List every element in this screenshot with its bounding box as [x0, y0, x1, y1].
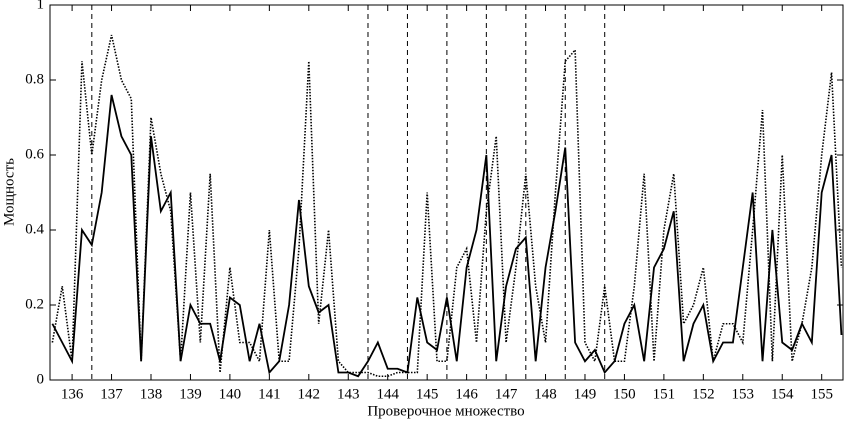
- y-tick-label: 0: [37, 371, 45, 387]
- x-tick-label: 140: [219, 386, 242, 402]
- x-tick-label: 155: [810, 386, 833, 402]
- y-tick-label: 0.8: [25, 71, 44, 87]
- x-tick-label: 136: [61, 386, 84, 402]
- x-axis-label: Проверочное множество: [367, 403, 524, 419]
- series-line: [51, 94, 843, 378]
- x-tick-label: 154: [771, 386, 794, 402]
- y-tick-label: 0.2: [25, 296, 44, 312]
- y-tick-label: 0.4: [25, 221, 44, 237]
- x-tick-label: 137: [100, 386, 123, 402]
- series-line: [51, 34, 843, 378]
- x-tick-label: 138: [140, 386, 163, 402]
- x-tick-label: 148: [534, 386, 557, 402]
- x-tick-label: 146: [455, 386, 478, 402]
- x-tick-label: 143: [337, 386, 360, 402]
- x-tick-label: 139: [179, 386, 202, 402]
- x-tick-label: 152: [692, 386, 715, 402]
- x-tick-label: 145: [416, 386, 439, 402]
- x-tick-label: 151: [653, 386, 676, 402]
- x-tick-label: 142: [298, 386, 321, 402]
- x-tick-label: 144: [376, 386, 399, 402]
- y-tick-label: 1: [37, 0, 45, 12]
- x-tick-label: 150: [613, 386, 636, 402]
- x-tick-label: 141: [258, 386, 281, 402]
- y-tick-label: 0.6: [25, 146, 44, 162]
- y-axis-label: Мощность: [1, 158, 17, 226]
- x-tick-label: 147: [495, 386, 518, 402]
- x-tick-label: 153: [732, 386, 755, 402]
- x-tick-label: 149: [574, 386, 597, 402]
